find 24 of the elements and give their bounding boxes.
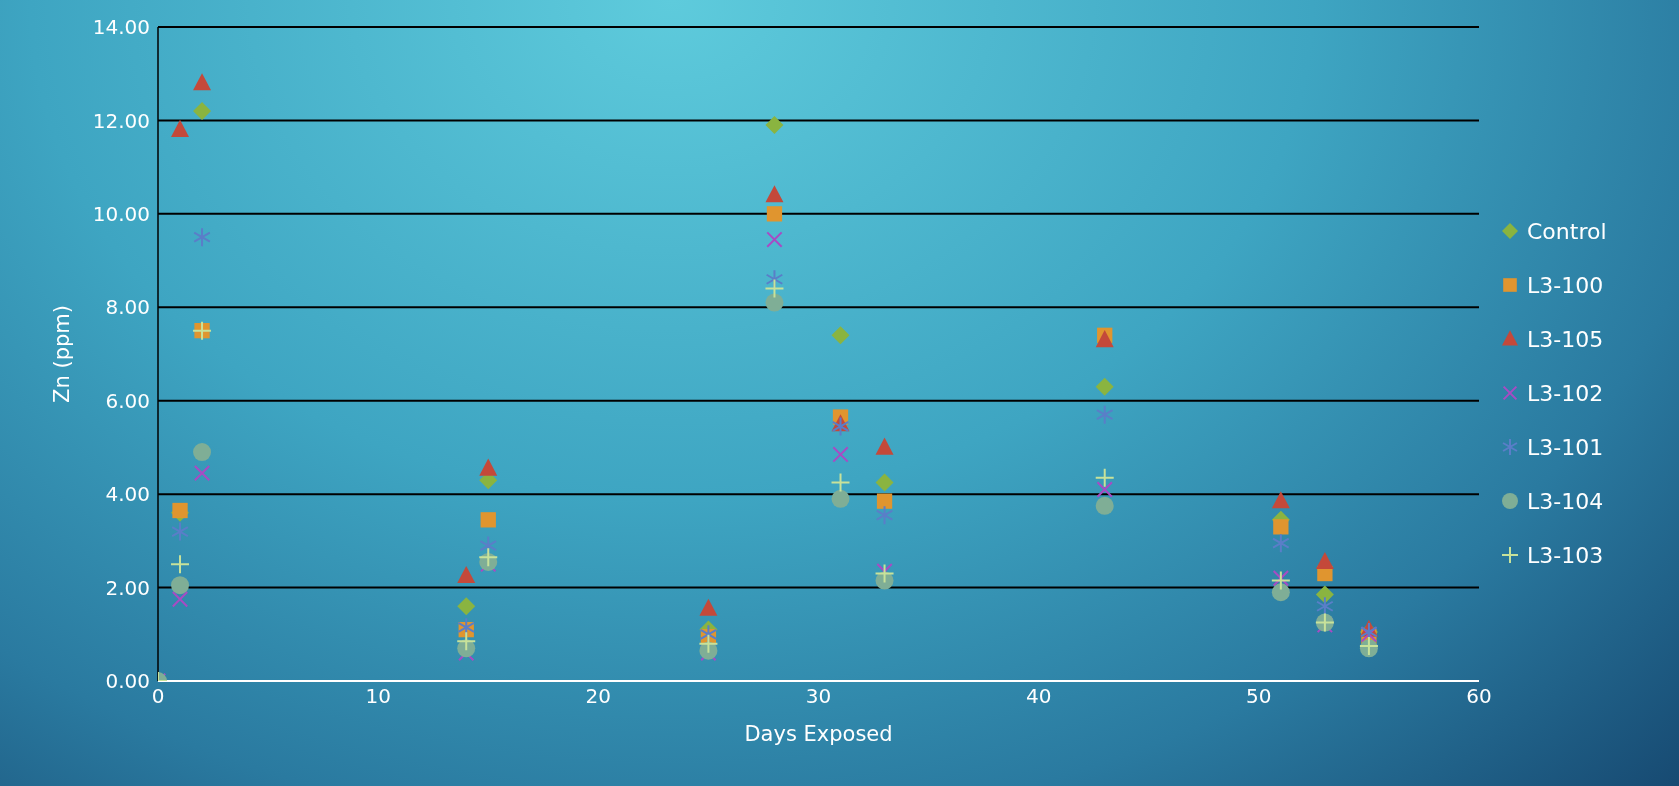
x-tick-label: 50: [1246, 684, 1272, 709]
y-tick-label: 0.00: [105, 669, 150, 694]
legend-label: L3-105: [1527, 326, 1604, 352]
y-tick-label: 6.00: [105, 388, 150, 413]
y-tick-label: 12.00: [92, 108, 150, 133]
legend-label: L3-100: [1527, 272, 1604, 298]
y-tick-label: 8.00: [105, 295, 150, 320]
y-tick-label: 4.00: [105, 482, 150, 507]
y-tick-label: 14.00: [92, 15, 150, 40]
legend-label: L3-103: [1527, 542, 1604, 568]
y-axis-title: Zn (ppm): [50, 305, 75, 403]
x-tick-label: 60: [1466, 684, 1492, 709]
x-tick-label: 20: [585, 684, 612, 709]
x-tick-label: 40: [1025, 684, 1052, 709]
y-tick-label: 2.00: [105, 575, 150, 600]
x-tick-label: 0: [151, 684, 165, 709]
legend-label: L3-101: [1527, 434, 1604, 460]
y-tick-label: 10.00: [92, 201, 150, 226]
x-tick-label: 10: [365, 684, 391, 709]
x-tick-label: 30: [805, 684, 832, 709]
legend-label: L3-104: [1527, 488, 1604, 514]
x-axis-title: Days Exposed: [744, 722, 893, 746]
legend-label: L3-102: [1527, 380, 1604, 406]
legend-label: Control: [1527, 218, 1607, 244]
